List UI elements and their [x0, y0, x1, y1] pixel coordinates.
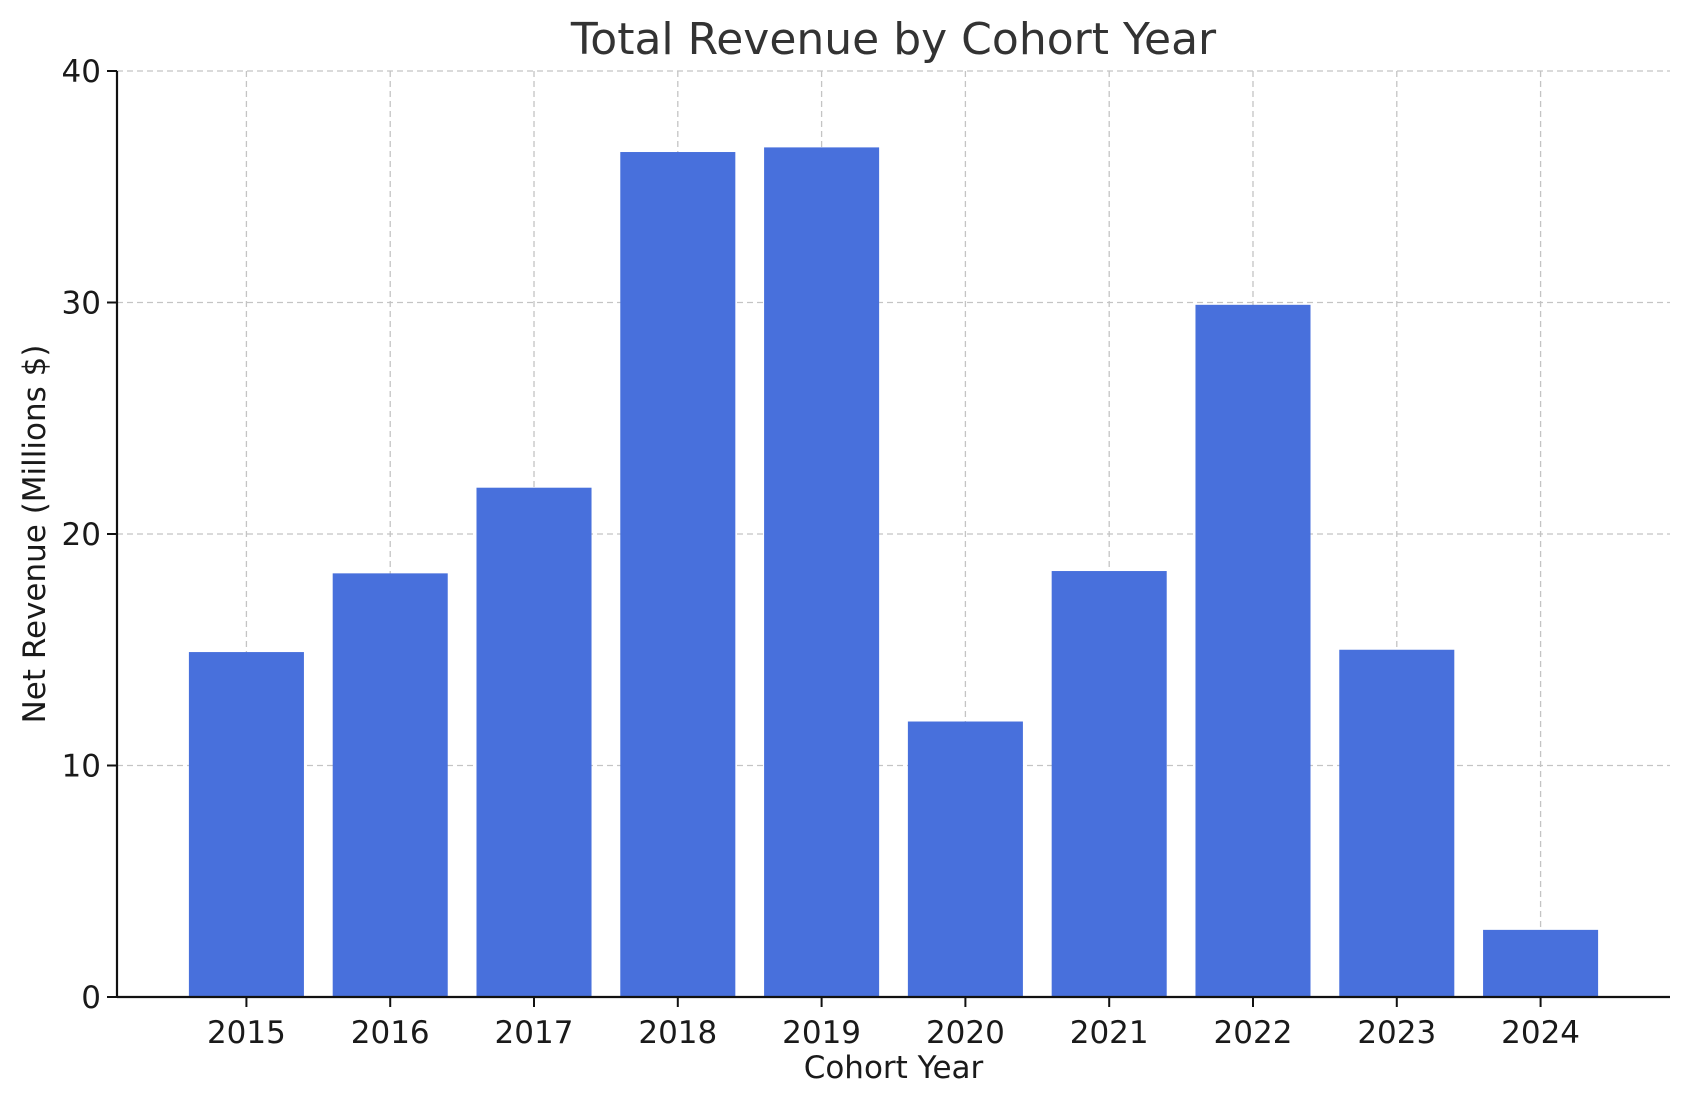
- bar-2022: [1195, 304, 1311, 997]
- x-tick-label: 2017: [495, 1015, 574, 1051]
- x-tick-label: 2016: [351, 1015, 430, 1051]
- y-tick-label: 0: [81, 980, 101, 1016]
- bars: [188, 147, 1599, 997]
- bar-2023: [1339, 649, 1455, 997]
- bar-2020: [907, 721, 1023, 997]
- bar-2019: [764, 147, 880, 997]
- x-tick-label: 2019: [782, 1015, 861, 1051]
- x-tick-label: 2020: [926, 1015, 1005, 1051]
- bar-2021: [1051, 571, 1167, 997]
- x-tick-label: 2022: [1214, 1015, 1293, 1051]
- y-tick-label: 10: [62, 749, 101, 785]
- bar-2018: [620, 152, 736, 997]
- x-tick-label: 2023: [1357, 1015, 1436, 1051]
- y-tick-label: 30: [62, 286, 101, 322]
- y-axis-title: Net Revenue (Millions $): [17, 345, 53, 724]
- x-tick-label: 2021: [1070, 1015, 1149, 1051]
- x-tick-label: 2015: [207, 1015, 286, 1051]
- chart-title: Total Revenue by Cohort Year: [570, 14, 1217, 65]
- bar-2024: [1483, 929, 1599, 997]
- x-tick-label: 2024: [1501, 1015, 1580, 1051]
- y-tick-label: 40: [62, 54, 101, 90]
- bar-2015: [188, 652, 304, 997]
- bar-2017: [476, 487, 592, 997]
- x-tick-label: 2018: [638, 1015, 717, 1051]
- y-tick-label: 20: [62, 517, 101, 553]
- ticks: 0 10 20 30 40 2015 2016 2017 2018 2019 2020 2021 202…: [62, 54, 1580, 1051]
- x-axis-title: Cohort Year: [804, 1050, 984, 1086]
- bar-2016: [332, 573, 448, 997]
